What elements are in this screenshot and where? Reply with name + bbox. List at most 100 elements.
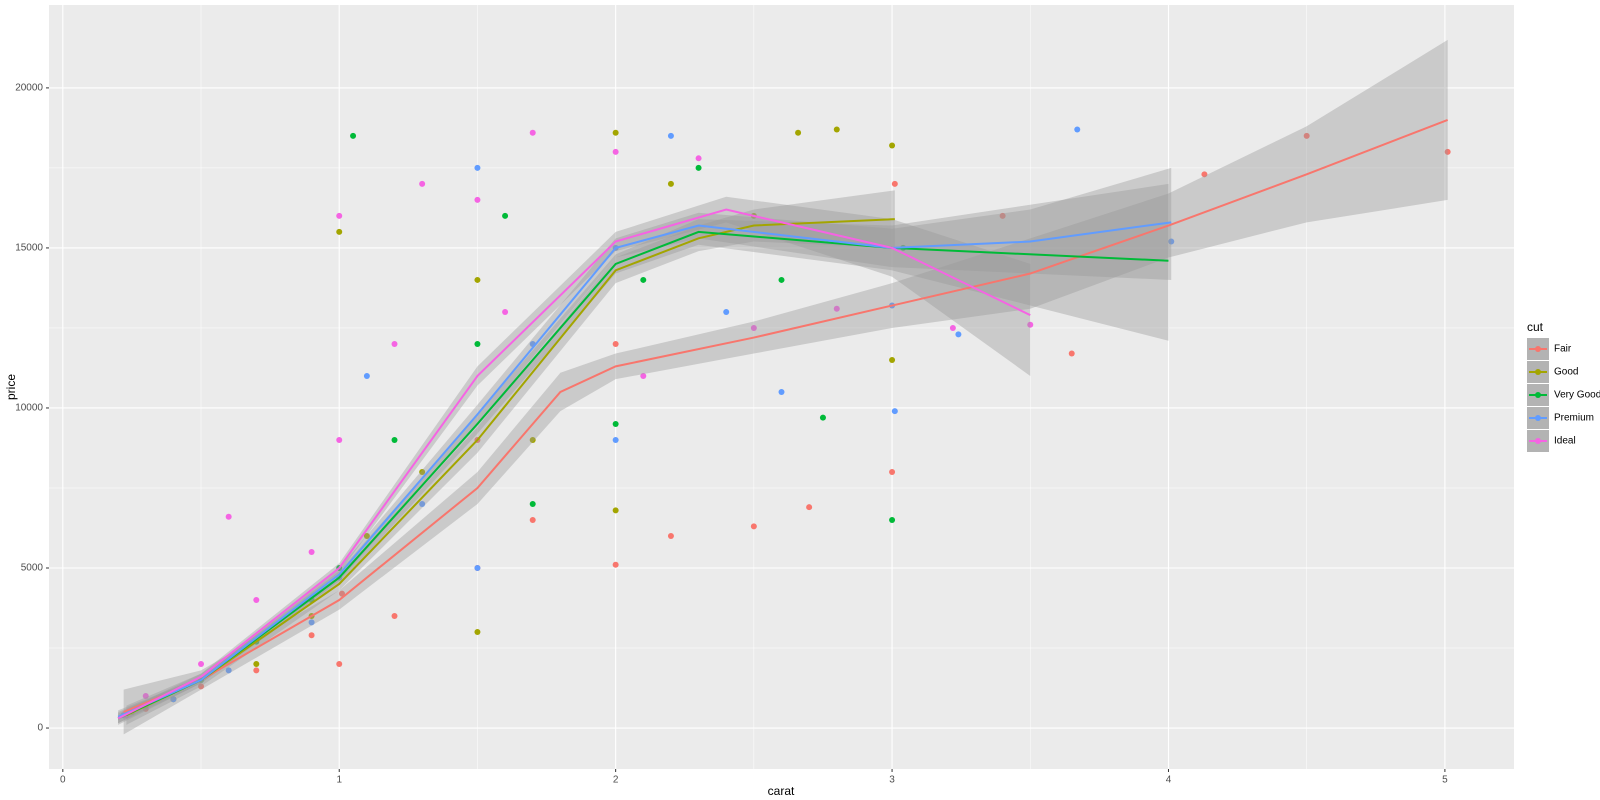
point — [889, 516, 896, 523]
point — [419, 468, 426, 475]
point — [142, 693, 149, 700]
point — [474, 276, 481, 283]
x-tick-label: 3 — [889, 775, 895, 786]
point — [891, 408, 898, 415]
point — [778, 388, 785, 395]
point — [336, 212, 343, 219]
point — [363, 532, 370, 539]
series-points — [142, 132, 1451, 712]
smooth-line — [117, 208, 1031, 720]
point — [889, 356, 896, 363]
x-tick-label: 2 — [613, 775, 619, 786]
point — [889, 468, 896, 475]
confidence-band — [126, 190, 895, 725]
point — [198, 683, 205, 690]
point — [308, 619, 315, 626]
point — [391, 436, 398, 443]
point — [474, 340, 481, 347]
point — [1074, 126, 1081, 133]
point — [1201, 171, 1208, 178]
point — [350, 132, 357, 139]
legend-text: Premium — [1554, 413, 1594, 424]
legend-dot — [1535, 369, 1541, 375]
point — [778, 276, 785, 283]
point — [529, 129, 536, 136]
point — [819, 414, 826, 421]
point — [419, 180, 426, 187]
point — [529, 516, 536, 523]
legend-text: Good — [1554, 367, 1578, 378]
point — [308, 548, 315, 555]
point — [833, 126, 840, 133]
point — [612, 340, 619, 347]
point — [806, 504, 813, 511]
point — [391, 340, 398, 347]
point — [529, 500, 536, 507]
point — [667, 532, 674, 539]
point — [891, 180, 898, 187]
point — [750, 324, 757, 331]
point — [308, 632, 315, 639]
point — [667, 180, 674, 187]
y-tick-label: 10000 — [15, 403, 43, 414]
point — [474, 564, 481, 571]
point — [474, 164, 481, 171]
confidence-band — [118, 167, 1172, 724]
point — [474, 196, 481, 203]
point — [225, 667, 232, 674]
x-axis-title: carat — [768, 784, 795, 798]
point — [723, 308, 730, 315]
point — [955, 331, 962, 338]
point — [336, 661, 343, 668]
point — [640, 372, 647, 379]
point — [889, 142, 896, 149]
legend-title: cut — [1527, 320, 1544, 334]
point — [640, 276, 647, 283]
point — [999, 212, 1006, 219]
series-points — [120, 126, 1175, 719]
point — [419, 500, 426, 507]
point — [1444, 148, 1451, 155]
x-tick-label: 4 — [1166, 775, 1172, 786]
point — [1303, 132, 1310, 139]
point — [612, 129, 619, 136]
smooth-line — [123, 118, 1449, 713]
legend-text: Ideal — [1554, 436, 1576, 447]
point — [363, 372, 370, 379]
point — [612, 561, 619, 568]
point — [474, 629, 481, 636]
point — [198, 661, 205, 668]
point — [336, 228, 343, 235]
x-tick-label: 1 — [336, 775, 342, 786]
point — [502, 308, 509, 315]
point — [253, 597, 260, 604]
point — [695, 155, 702, 162]
point — [391, 613, 398, 620]
point — [612, 148, 619, 155]
point — [339, 590, 345, 597]
point — [1027, 321, 1034, 328]
point — [833, 305, 840, 312]
y-axis-title: price — [4, 374, 18, 400]
point — [612, 420, 619, 427]
y-tick-label: 0 — [37, 723, 43, 734]
point — [225, 513, 232, 520]
legend-text: Fair — [1554, 344, 1572, 355]
point — [612, 507, 619, 514]
point — [253, 661, 260, 668]
point — [949, 324, 956, 331]
point — [336, 436, 343, 443]
legend-dot — [1535, 415, 1541, 421]
point — [695, 164, 702, 171]
smooth-line — [117, 221, 1172, 718]
point — [750, 523, 757, 530]
legend-dot — [1535, 438, 1541, 444]
series-points — [123, 129, 1034, 719]
y-tick-label: 5000 — [21, 563, 44, 574]
legend-dot — [1535, 346, 1541, 352]
point — [170, 696, 177, 703]
legend-dot — [1535, 392, 1541, 398]
y-tick-label: 20000 — [15, 83, 43, 94]
point — [1168, 238, 1175, 245]
